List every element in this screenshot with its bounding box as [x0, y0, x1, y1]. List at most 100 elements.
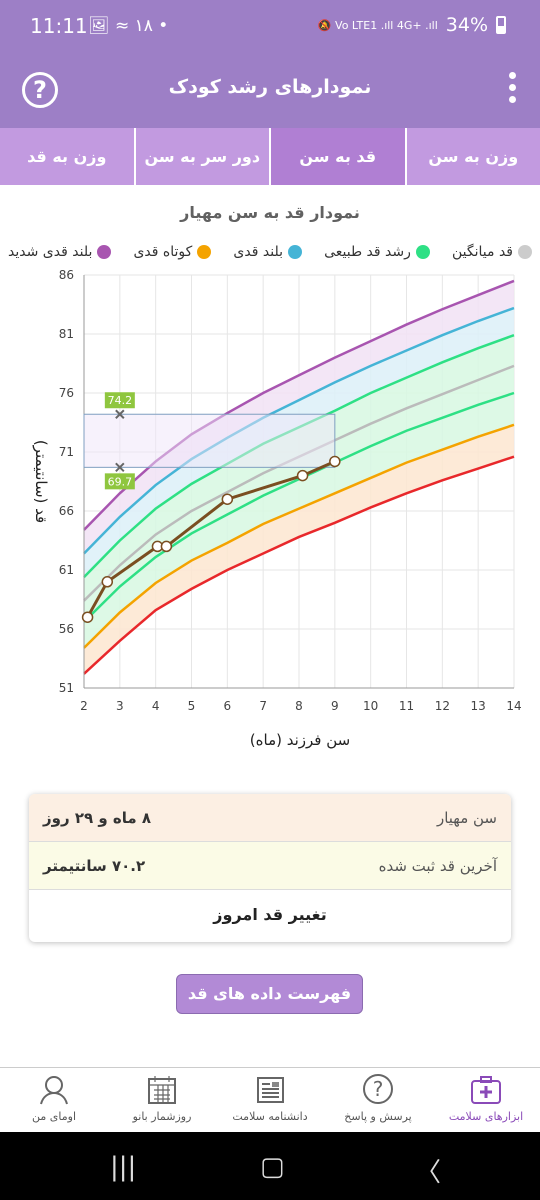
battery-icon	[496, 16, 506, 34]
tab-height-to-age[interactable]: قد به سن	[269, 128, 405, 185]
range-label: 69.7	[108, 475, 133, 488]
measurement-point	[160, 540, 173, 553]
y-tick-label: 76	[59, 386, 74, 400]
legend-label: بلند قدی شدید	[8, 244, 93, 260]
range-box	[83, 413, 336, 468]
age-row: سن مهیار ۸ ماه و ۲۹ روز	[29, 794, 511, 842]
nav-label: دانشنامه سلامت	[232, 1110, 308, 1123]
legend-label: رشد قد طبیعی	[324, 244, 411, 260]
x-tick-label: 8	[295, 699, 303, 713]
age-value: ۸ ماه و ۲۹ روز	[43, 808, 152, 827]
question-bubble-icon: ?	[361, 1073, 395, 1107]
y-tick-label: 71	[59, 445, 74, 459]
x-tick-label: 5	[188, 699, 196, 713]
change-height-button[interactable]: تغییر قد امروز	[213, 904, 327, 924]
legend-item-tall[interactable]: بلند قدی	[233, 244, 302, 260]
nav-encyclopedia[interactable]: دانشنامه سلامت	[216, 1068, 324, 1131]
system-nav-bar: ||| ▢ 〈	[0, 1132, 540, 1200]
more-vert-icon[interactable]	[506, 72, 518, 108]
range-label-bg	[104, 392, 135, 409]
info-card: سن مهیار ۸ ماه و ۲۹ روز آخرین قد ثبت شده…	[29, 794, 511, 942]
band-fill	[84, 308, 514, 578]
legend-item-very-tall[interactable]: بلند قدی شدید	[8, 244, 112, 260]
measurement-point	[101, 576, 114, 588]
band-line-short	[83, 423, 515, 649]
range-marker	[115, 409, 125, 419]
tab-weight-to-height[interactable]: وزن به قد	[27, 147, 107, 166]
tab-weight-to-age[interactable]: وزن به سن	[404, 128, 540, 185]
measurement-point	[81, 611, 94, 623]
legend-item-normal[interactable]: رشد قد طبیعی	[324, 244, 430, 260]
age-label: سن مهیار	[436, 808, 497, 827]
page-title: نمودارهای رشد کودک	[168, 76, 372, 98]
last-height-label: آخرین قد ثبت شده	[378, 856, 497, 875]
y-tick-label: 51	[59, 681, 74, 695]
status-bar: 11:11 🖼 ≈ ١٨ • 🔕 Vo LTE1 .ıll 4G+ .ıll 3…	[0, 0, 540, 52]
nav-label: ابزارهای سلامت	[448, 1110, 524, 1123]
y-axis-label: قد (سانتیمتر)	[32, 440, 50, 523]
last-height-row: آخرین قد ثبت شده ۷۰.۲ سانتیمتر	[29, 842, 511, 890]
svg-text:?: ?	[373, 1077, 384, 1101]
nav-label: پرسش و پاسخ	[344, 1110, 412, 1123]
legend-label: کوتاه قدی	[133, 244, 193, 260]
nav-label: روزشمار بانو	[132, 1110, 192, 1123]
legend-dot	[97, 245, 112, 259]
status-right: 🔕 Vo LTE1 .ıll 4G+ .ıll 34%	[318, 14, 506, 36]
y-tick-label: 81	[59, 327, 74, 341]
app-bar: ? نمودارهای رشد کودک	[0, 52, 540, 128]
x-tick-label: 12	[435, 699, 450, 713]
x-tick-label: 11	[399, 699, 414, 713]
band-fill	[84, 424, 514, 674]
nav-profile[interactable]: اومای من	[0, 1068, 108, 1131]
x-tick-label: 14	[506, 699, 521, 713]
nav-calendar[interactable]: روزشمار بانو	[108, 1068, 216, 1131]
nav-qa[interactable]: ? پرسش و پاسخ	[324, 1068, 432, 1131]
band-fill	[84, 280, 514, 554]
chart-legend: بلند قدی شدید کوتاه قدی بلند قدی رشد قد …	[8, 244, 532, 260]
status-time: 11:11	[30, 14, 88, 38]
range-marker	[115, 462, 125, 473]
legend-dot	[518, 245, 532, 259]
x-tick-label: 10	[363, 699, 378, 713]
measurement-point	[296, 469, 309, 482]
legend-item-short[interactable]: کوتاه قدی	[133, 244, 212, 260]
legend-dot	[197, 245, 212, 259]
tab-bar: وزن به قد دور سر به سن قد به سن وزن به س…	[0, 128, 540, 185]
nav-health-tools[interactable]: ابزارهای سلامت	[432, 1068, 540, 1131]
user-avatar-icon	[37, 1073, 71, 1107]
help-icon[interactable]: ?	[22, 72, 58, 108]
x-tick-label: 13	[471, 699, 486, 713]
x-tick-label: 4	[152, 699, 160, 713]
y-tick-label: 86	[59, 268, 74, 282]
y-tick-label: 61	[59, 563, 74, 577]
measurement-point	[329, 455, 341, 468]
y-tick-label: 56	[59, 622, 74, 636]
chart-title: نمودار قد به سن مهیار	[180, 203, 360, 222]
x-tick-label: 6	[224, 699, 232, 713]
band-fill	[84, 393, 514, 648]
legend-dot	[415, 245, 430, 259]
calendar-icon	[145, 1073, 179, 1107]
home-button[interactable]: ▢	[260, 1152, 285, 1182]
legend-dot	[287, 245, 302, 259]
band-line-tall	[83, 306, 515, 555]
measurement-point	[221, 493, 234, 505]
back-button[interactable]: 〈	[415, 1158, 442, 1188]
legend-label: قد میانگین	[452, 244, 513, 260]
battery-percent: 34%	[445, 14, 488, 36]
legend-label: بلند قدی	[233, 244, 283, 260]
tab-head-to-age[interactable]: دور سر به سن	[133, 128, 270, 185]
band-line-very_short	[83, 455, 515, 675]
legend-item-median[interactable]: قد میانگین	[452, 244, 532, 260]
signal-icons: 🔕 Vo LTE1 .ıll 4G+ .ıll	[317, 18, 438, 32]
height-list-button[interactable]: فهرست داده های قد مهیار	[176, 974, 363, 1041]
x-axis-label: سن فرزند (ماه)	[250, 731, 350, 749]
x-tick-label: 7	[259, 699, 267, 713]
bottom-nav: ابزارهای سلامت ? پرسش و پاسخ دانشنامه سل…	[0, 1067, 540, 1131]
medical-kit-icon	[469, 1073, 503, 1107]
newspaper-icon	[253, 1073, 287, 1107]
recents-button[interactable]: |||	[110, 1152, 137, 1182]
x-tick-label: 9	[331, 699, 339, 713]
x-tick-label: 2	[80, 699, 88, 713]
